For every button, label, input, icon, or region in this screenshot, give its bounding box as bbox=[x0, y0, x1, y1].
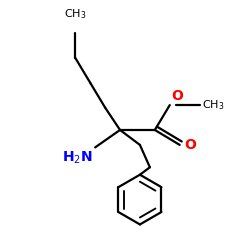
Text: CH$_3$: CH$_3$ bbox=[202, 98, 224, 112]
Text: CH$_3$: CH$_3$ bbox=[64, 7, 86, 20]
Text: H$_2$N: H$_2$N bbox=[62, 150, 93, 166]
Text: O: O bbox=[185, 138, 196, 152]
Text: O: O bbox=[171, 89, 183, 102]
